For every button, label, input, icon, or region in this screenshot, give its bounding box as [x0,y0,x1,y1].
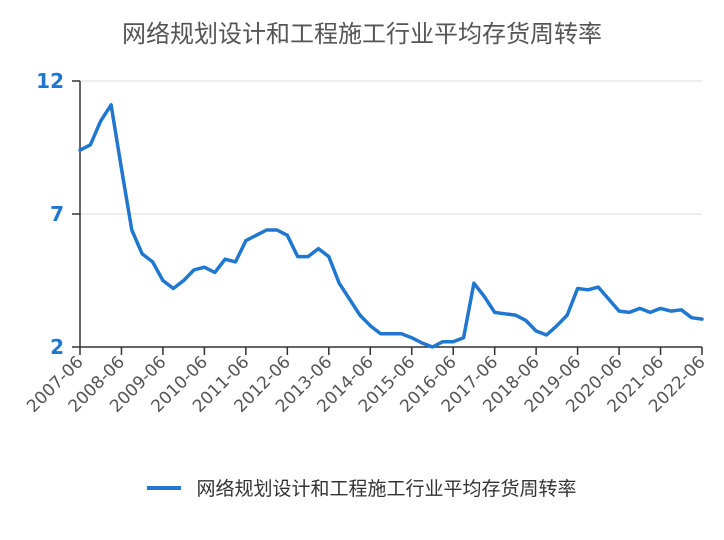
gridlines [80,80,702,215]
y-tick-label: 12 [36,69,64,93]
series-line [78,103,704,349]
y-tick-label: 7 [50,202,64,226]
axes [72,80,703,355]
legend: 网络规划设计和工程施工行业平均存货周转率 [0,474,724,501]
y-tick-label: 2 [50,335,64,359]
chart-title: 网络规划设计和工程施工行业平均存货周转率 [122,20,602,48]
legend-label: 网络规划设计和工程施工行业平均存货周转率 [196,478,577,500]
series-lines [78,103,704,349]
legend-swatch [147,485,182,490]
y-tick-labels: 2 7 12 [36,69,64,359]
x-tick-labels: 2007-062008-062009-062010-062011-062012-… [23,352,709,416]
